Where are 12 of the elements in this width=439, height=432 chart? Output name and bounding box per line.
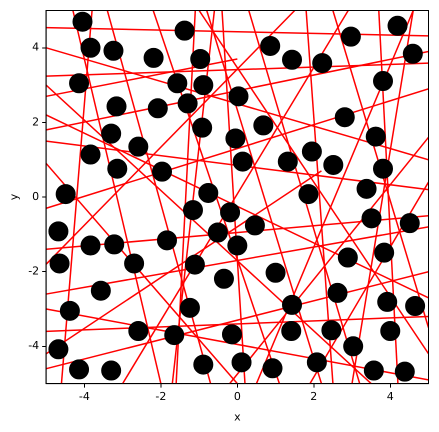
- x-tick-label: 2: [310, 390, 318, 404]
- x-axis-title: x: [234, 410, 242, 424]
- y-tick-label: 2: [32, 115, 40, 128]
- y-tick-label: -4: [28, 339, 40, 352]
- y-tick-label: -2: [28, 264, 40, 278]
- y-axis-title: y: [7, 193, 20, 200]
- x-tick-label: 0: [234, 390, 241, 404]
- y-tick-label: 4: [32, 40, 40, 54]
- x-tick-label: -2: [155, 390, 166, 404]
- x-tick-label: -4: [78, 390, 90, 404]
- y-tick-label: 0: [32, 190, 40, 203]
- x-tick-label: 4: [386, 390, 394, 404]
